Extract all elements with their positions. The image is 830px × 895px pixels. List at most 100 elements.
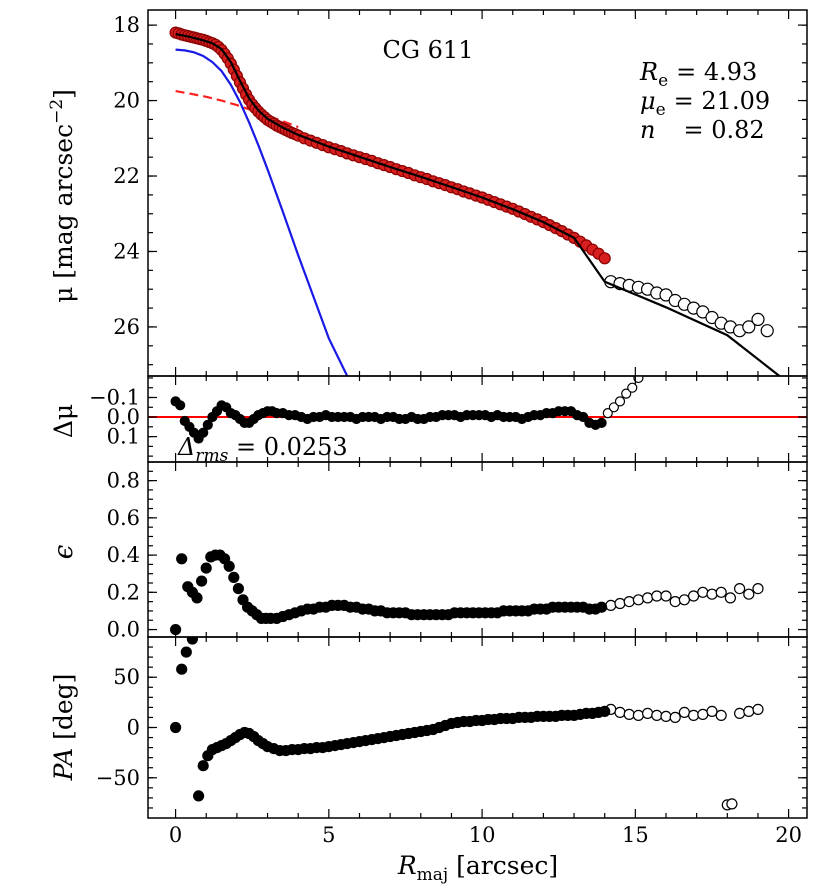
- dmu-outer-point: [627, 382, 638, 393]
- ell-outer-point: [715, 586, 727, 598]
- dmu-outer-point: [614, 396, 626, 407]
- ell-outer-point: [697, 586, 709, 598]
- dmu-point: [202, 419, 213, 430]
- pa-outer-points: [605, 703, 764, 811]
- ell-outer-point: [687, 590, 700, 602]
- ell-point: [223, 560, 235, 572]
- y-tick-label: 0.0: [107, 405, 140, 429]
- pa-outer-point: [660, 710, 672, 723]
- ell-outer-point: [669, 595, 681, 608]
- x-tick-label: 20: [775, 823, 802, 847]
- ell-outer-point: [724, 592, 737, 604]
- y-tick-label: 50: [113, 665, 140, 689]
- x-tick-label: 0: [169, 823, 182, 847]
- total-model-curve: [175, 33, 781, 376]
- dmu-outer-point: [621, 388, 632, 399]
- bulge-component-curve: [175, 48, 349, 376]
- ell-y-ticks: 0.0 0.2 0.4 0.6 0.8: [107, 469, 807, 642]
- pa-outer-point: [697, 708, 709, 721]
- ell-outer-point: [660, 590, 672, 602]
- ell-outer-point: [743, 588, 755, 600]
- dmu-ylabel: Δμ: [49, 404, 78, 438]
- pa-point: [193, 790, 205, 802]
- pa-y-ticks: −50 0 50: [96, 646, 807, 809]
- param-n: n = 0.82: [640, 116, 765, 144]
- pa-outer-point: [733, 707, 746, 720]
- panel-ell: 0.0 0.2 0.4 0.6 0.8 ϵ: [49, 461, 808, 642]
- dmu-outer-point: [608, 402, 620, 413]
- pa-outer-point: [614, 706, 626, 719]
- y-tick-label: 0: [127, 716, 140, 740]
- ell-points: [170, 549, 608, 636]
- pa-point: [599, 705, 611, 718]
- dmu-points: [170, 396, 607, 444]
- dmu-point: [198, 427, 209, 438]
- mu-outer-points: [604, 275, 774, 338]
- pa-outer-point: [651, 709, 663, 722]
- ell-outer-point: [614, 597, 626, 610]
- mu-outer-point: [751, 312, 765, 326]
- param-re: Re = 4.93: [639, 58, 757, 91]
- y-tick-label: 24: [113, 239, 140, 263]
- pa-outer-point: [752, 703, 764, 716]
- mu-ylabel: μ [mag arcsec−2]: [47, 89, 78, 303]
- ell-outer-point: [651, 590, 663, 602]
- mu-data-point: [598, 252, 611, 265]
- mu-y-ticks: 18 20 22 24 26: [113, 13, 807, 366]
- ell-x-ticks: [174, 462, 790, 637]
- ell-point: [228, 571, 240, 584]
- pa-point: [176, 663, 188, 675]
- y-tick-label: 18: [113, 13, 140, 37]
- ell-ylabel: ϵ: [49, 544, 79, 559]
- x-tick-labels: 0 5 10 15 20: [169, 823, 802, 847]
- ell-point: [232, 582, 244, 595]
- pa-outer-point: [641, 707, 654, 720]
- ell-outer-point: [641, 592, 654, 604]
- dmu-point: [578, 411, 589, 423]
- y-tick-label: 20: [113, 89, 140, 113]
- mu-x-ticks: [174, 10, 790, 376]
- galaxy-label: CG 611: [383, 36, 474, 64]
- x-tick-label: 5: [322, 823, 335, 847]
- pa-outer-point: [706, 705, 718, 718]
- x-tick-label: 15: [622, 823, 649, 847]
- pa-points: [170, 637, 611, 802]
- pa-outer-point: [678, 706, 691, 719]
- ell-outer-point: [605, 599, 617, 612]
- pa-point: [170, 721, 182, 734]
- ell-outer-point: [733, 582, 746, 595]
- pa-point: [197, 760, 209, 772]
- pa-point: [180, 646, 192, 658]
- dmu-outer-point: [633, 376, 644, 384]
- y-tick-label: 0.1: [107, 425, 140, 449]
- ell-outer-point: [632, 594, 645, 606]
- ell-point: [595, 601, 608, 613]
- y-tick-label: 0.0: [107, 618, 140, 642]
- x-axis-label: Rmaj [arcsec]: [397, 851, 558, 885]
- param-mue: μe = 21.09: [640, 87, 770, 120]
- y-tick-label: 0.8: [107, 469, 140, 493]
- pa-outer-point: [715, 709, 727, 722]
- ell-point: [176, 553, 188, 565]
- pa-ylabel: PA [deg]: [49, 674, 78, 782]
- y-tick-label: 22: [113, 164, 140, 188]
- ell-outer-point: [752, 582, 764, 595]
- y-tick-label: 0.4: [107, 543, 140, 567]
- ell-point: [196, 575, 208, 587]
- y-tick-label: 0.2: [107, 580, 140, 604]
- ell-outer-point: [706, 588, 718, 600]
- pa-x-ticks: [174, 637, 790, 818]
- mu-outer-point: [760, 324, 774, 338]
- dmu-outer-point: [602, 408, 613, 419]
- pa-outer-point: [743, 705, 755, 718]
- x-tick-label: 10: [469, 823, 496, 847]
- dmu-y-ticks: −0.10.00.1: [89, 377, 807, 457]
- rms-label: Δrms = 0.0253: [177, 433, 348, 466]
- y-tick-label: 26: [113, 315, 140, 339]
- ell-point: [191, 592, 203, 604]
- dmu-outer-points: [602, 376, 644, 419]
- ell-outer-points: [605, 582, 764, 612]
- pa-outer-point: [623, 708, 635, 721]
- pa-outer-point: [687, 709, 700, 722]
